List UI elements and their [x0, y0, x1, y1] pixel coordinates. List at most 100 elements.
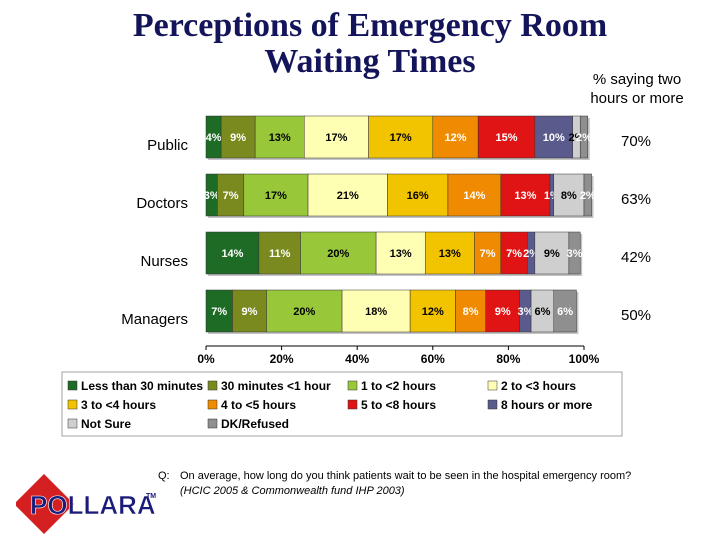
legend-label: Less than 30 minutes	[81, 379, 203, 393]
legend-label: 1 to <2 hours	[361, 379, 436, 393]
title-line-1: Perceptions of Emergency Room	[132, 7, 608, 44]
bar-value-label: 2%	[580, 190, 596, 202]
bar-value-label: 11%	[269, 248, 291, 260]
bar-value-label: 7%	[506, 248, 522, 260]
bar-segment	[447, 173, 502, 217]
bar-value-label: 4%	[206, 132, 222, 144]
two-hours-or-more-value: 42%	[621, 249, 651, 266]
source-note: (HCIC 2005 & Commonwealth fund IHP 2003)	[180, 485, 405, 497]
bar-segment	[300, 231, 377, 275]
bar-segment	[500, 173, 551, 217]
bar-value-label: 9%	[544, 248, 560, 260]
bar-value-label: 13%	[514, 190, 536, 202]
bar-segment	[485, 289, 520, 333]
bar-value-label: 3%	[567, 248, 583, 260]
x-tick-label: 0%	[197, 352, 215, 366]
bar-segment	[205, 231, 260, 275]
category-label: Managers	[121, 311, 188, 328]
bar-segment	[368, 115, 434, 159]
bar-segment	[387, 173, 449, 217]
bar-value-label: 21%	[337, 190, 359, 202]
bar-value-label: 7%	[480, 248, 496, 260]
legend-swatch	[207, 380, 218, 391]
legend-swatch	[207, 418, 218, 429]
legend-box	[61, 371, 623, 437]
legend-swatch	[67, 399, 78, 410]
two-hours-or-more-value: 63%	[621, 191, 651, 208]
two-hours-or-more-value: 70%	[621, 133, 651, 150]
bar-value-label: 6%	[557, 306, 573, 318]
legend-swatch	[347, 399, 358, 410]
bar-segment	[205, 289, 233, 333]
legend-label: 4 to <5 hours	[221, 398, 296, 412]
bar-segment	[432, 115, 479, 159]
pollara-logo: POLLARA TM	[16, 474, 156, 534]
bar-value-label: 17%	[265, 190, 287, 202]
bar-value-label: 8%	[561, 190, 577, 202]
bar-value-label: 10%	[543, 132, 565, 144]
x-tick-label: 20%	[270, 352, 294, 366]
bar-segment	[424, 231, 475, 275]
bar-value-label: 13%	[439, 248, 461, 260]
category-label: Nurses	[140, 253, 188, 270]
bar-segment	[220, 115, 256, 159]
bar-segment	[254, 115, 305, 159]
legend-label: DK/Refused	[221, 417, 289, 431]
bar-segment	[409, 289, 456, 333]
legend-swatch	[487, 399, 498, 410]
two-hours-or-more-value: 50%	[621, 307, 651, 324]
bar-value-label: 12%	[444, 132, 466, 144]
bar-value-label: 20%	[327, 248, 349, 260]
bar-value-label: 9%	[242, 306, 258, 318]
question-text: On average, how long do you think patien…	[180, 470, 632, 482]
bar-segment	[304, 115, 369, 159]
bar-segment	[232, 289, 267, 333]
bar-value-label: 8%	[463, 306, 479, 318]
bar-segment	[266, 289, 343, 333]
legend-label: 5 to <8 hours	[361, 398, 436, 412]
bar-value-label: 7%	[211, 306, 227, 318]
bar-segment	[534, 231, 570, 275]
bar-value-label: 14%	[463, 190, 485, 202]
survey-question: Q: On average, how long do you think pati…	[158, 470, 631, 482]
chart-title: Perceptions of Emergency Room Waiting Ti…	[80, 8, 660, 80]
bar-value-label: 14%	[221, 248, 243, 260]
x-tick-label: 40%	[345, 352, 369, 366]
bar-value-label: 20%	[293, 306, 315, 318]
bar-segment	[500, 231, 528, 275]
bar-segment	[307, 173, 388, 217]
bar-value-label: 9%	[495, 306, 511, 318]
bar-value-label: 3%	[204, 190, 220, 202]
bar-segment	[553, 173, 585, 217]
bar-value-label: 3%	[517, 306, 533, 318]
bar-segment	[568, 231, 581, 275]
bar-value-label: 13%	[390, 248, 412, 260]
bar-value-label: 16%	[407, 190, 429, 202]
legend-swatch	[207, 399, 218, 410]
subtitle-line-2: hours or more	[590, 90, 684, 107]
bar-value-label: 18%	[365, 306, 387, 318]
bar-segment	[579, 115, 589, 159]
title-line-2: Waiting Times	[264, 43, 476, 80]
two-hours-or-more-heading: % saying two hours or more	[574, 70, 700, 108]
bar-segment	[243, 173, 309, 217]
legend-label: Not Sure	[81, 417, 131, 431]
bar-value-label: 15%	[495, 132, 517, 144]
legend-label: 3 to <4 hours	[81, 398, 156, 412]
bar-value-label: 2%	[576, 132, 592, 144]
bar-segment	[553, 289, 577, 333]
x-tick-label: 60%	[421, 352, 445, 366]
legend-label: 8 hours or more	[501, 398, 593, 412]
bar-value-label: 7%	[223, 190, 239, 202]
legend-swatch	[67, 418, 78, 429]
bar-segment	[534, 115, 573, 159]
bar-value-label: 9%	[230, 132, 246, 144]
logo-text: POLLARA	[30, 490, 156, 520]
subtitle-line-1: % saying two	[592, 71, 682, 88]
legend-swatch	[347, 380, 358, 391]
bar-value-label: 12%	[422, 306, 444, 318]
category-label: Public	[147, 137, 188, 154]
category-label: Doctors	[136, 195, 188, 212]
question-prefix: Q:	[158, 470, 170, 482]
